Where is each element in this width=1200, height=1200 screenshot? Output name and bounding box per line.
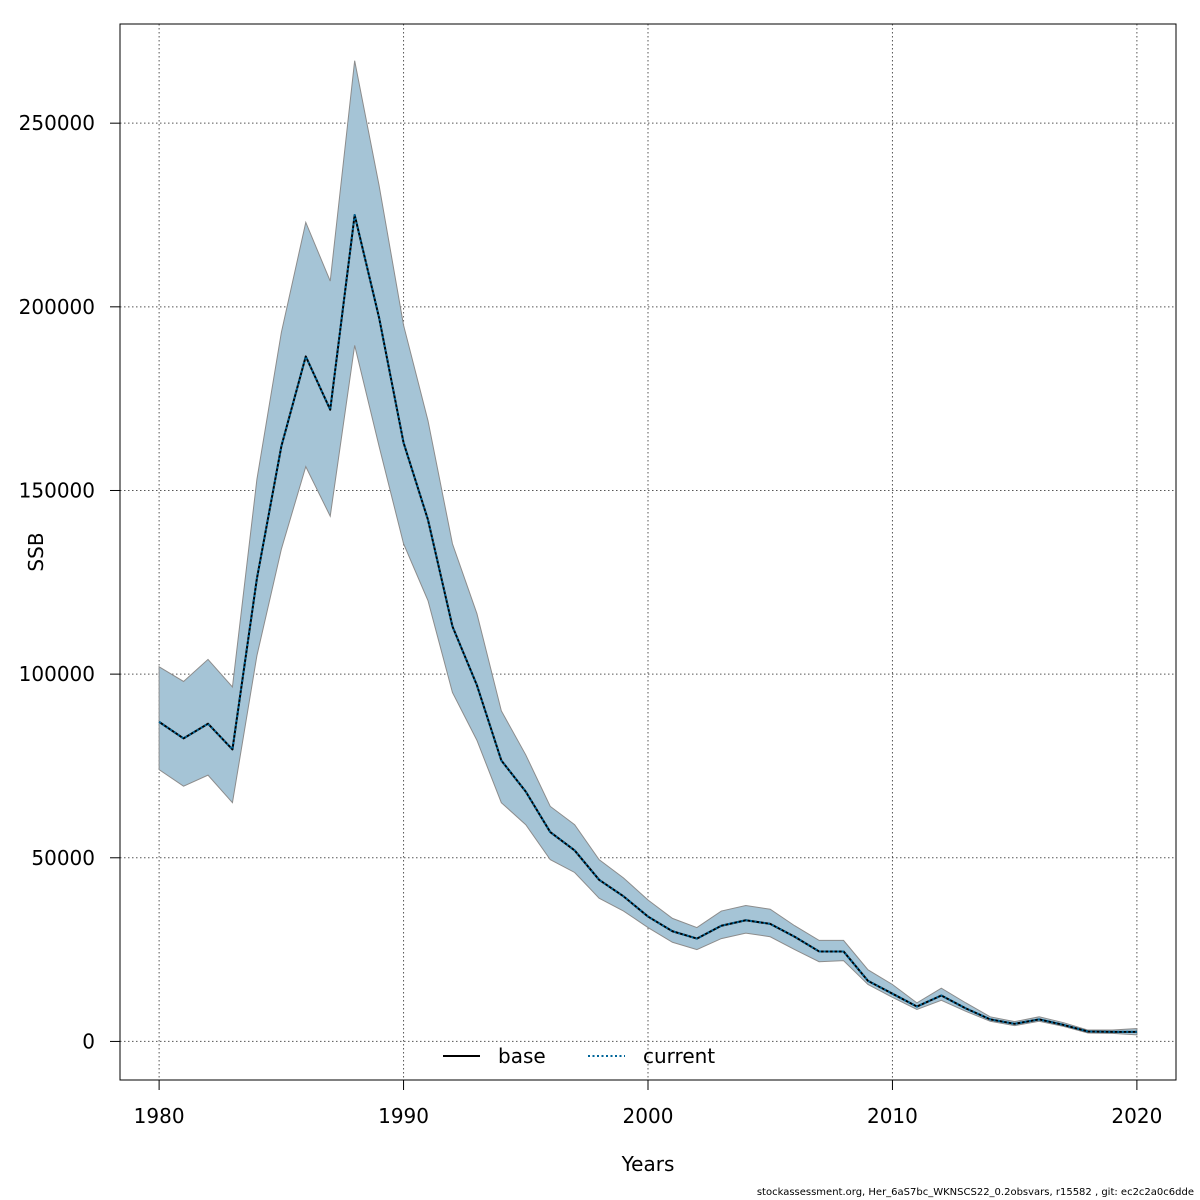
x-axis-title: Years [621,1152,675,1176]
grid [120,24,1176,1080]
y-tick-label: 250000 [19,111,95,135]
x-tick-label: 2010 [867,1104,918,1128]
series-lines [158,213,1137,1033]
confidence-band [158,60,1138,1036]
y-tick-label: 200000 [19,295,95,319]
y-tick-label: 0 [82,1029,95,1053]
y-axis: 0 50000 100000 150000 200000 250000 [19,111,121,1053]
series-line-current [158,213,1137,1033]
y-axis-title: SSB [24,532,48,571]
x-tick-label: 2000 [623,1104,674,1128]
x-tick-label: 1990 [378,1104,429,1128]
footer-text: stockassessment.org, Her_6aS7bc_WKNSCS22… [756,1187,1194,1198]
x-tick-label: 1980 [134,1104,185,1128]
legend-label-base: base [498,1044,546,1068]
y-tick-label: 150000 [19,478,95,502]
y-tick-label: 100000 [19,662,95,686]
confidence-band-layer [158,60,1138,1036]
x-axis: 1980 1990 2000 2010 2020 [134,1079,1162,1128]
legend-label-current: current [643,1044,715,1068]
legend: base current [443,1044,715,1068]
y-tick-label: 50000 [31,846,95,870]
x-tick-label: 2020 [1111,1104,1162,1128]
